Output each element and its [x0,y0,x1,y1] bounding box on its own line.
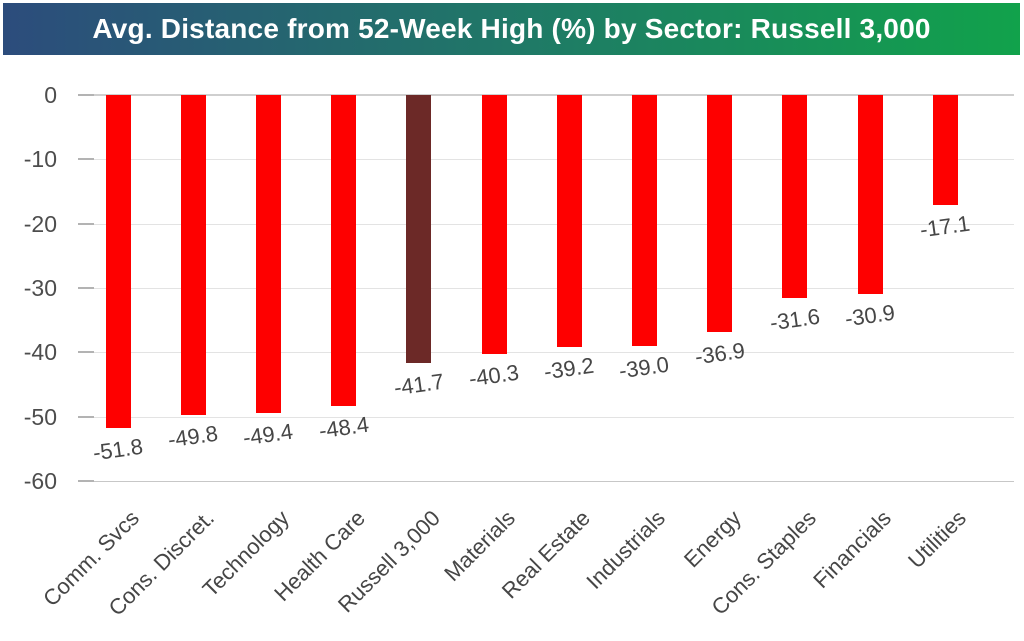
y-axis-tick [78,94,94,96]
y-tick-label: -30 [23,275,57,301]
y-axis-tick [78,222,94,225]
bar [631,95,657,346]
gridline [78,481,1014,482]
gridline [78,223,1014,225]
bar-value-label: -17.1 [918,210,972,243]
bar [707,95,733,333]
gridline [78,352,1014,354]
bar-value-label: -36.9 [692,338,747,370]
chart-title: Avg. Distance from 52-Week High (%) by S… [92,13,931,44]
y-axis-tick [78,415,94,418]
y-axis-tick [78,480,94,482]
gridline [78,94,1014,96]
x-tick-label: Industrials [581,505,671,594]
gridline [78,416,1014,418]
x-tick-label: Energy [678,505,746,573]
bar [857,95,883,294]
y-tick-label: -40 [23,339,57,366]
y-tick-label: 0 [44,82,57,108]
y-axis-tick [78,351,94,354]
bar [556,95,582,348]
bar [180,95,206,416]
x-tick-label: Utilities [903,505,972,574]
gridline [78,288,1014,289]
bar [331,95,357,407]
y-axis-tick [78,287,94,289]
bar [782,95,808,299]
y-axis-tick [78,158,94,161]
y-tick-label: -10 [23,146,57,173]
bar [932,95,958,205]
y-tick-label: -20 [23,210,57,237]
y-tick-label: -50 [23,403,57,430]
y-tick-label: -60 [23,468,57,494]
bar-value-label: -48.4 [316,411,371,444]
x-tick-label: Financials [808,505,896,594]
bar [255,95,281,413]
bar-highlight [406,95,432,364]
bar [105,95,131,429]
chart-title-banner: Avg. Distance from 52-Week High (%) by S… [3,3,1020,55]
gridline [78,159,1014,161]
bar [481,95,507,355]
